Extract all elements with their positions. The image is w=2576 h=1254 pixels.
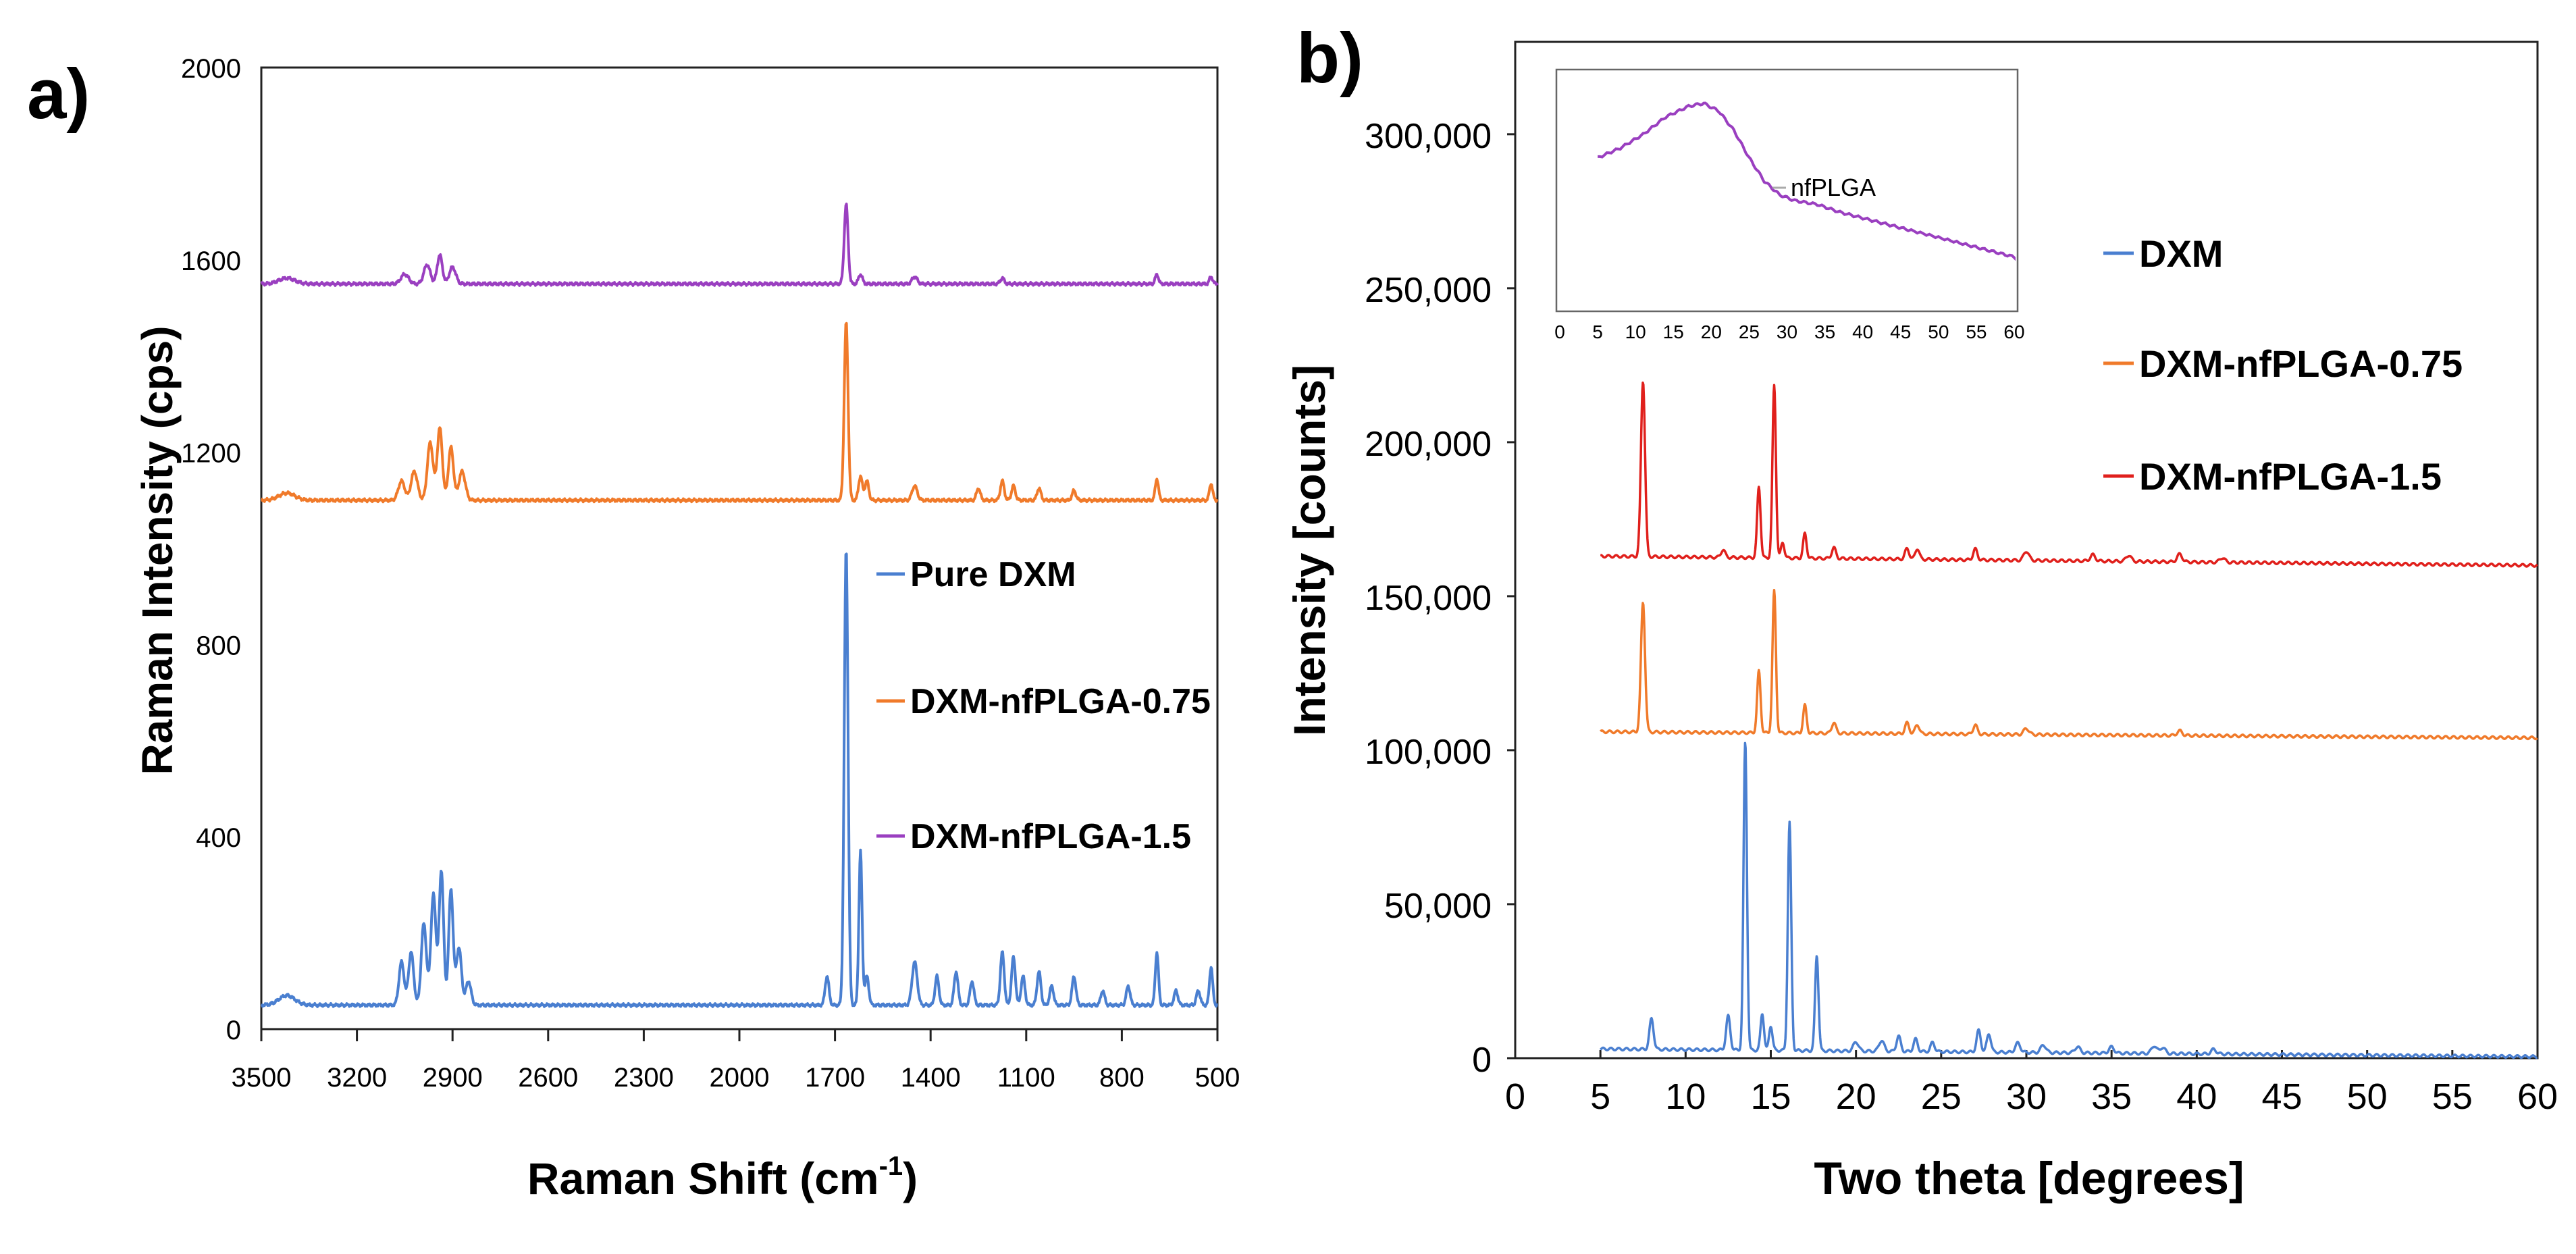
legend-a-label-1: DXM-nfPLGA-0.75 [910, 682, 1211, 721]
chart-b-xtick-1: 5 [1590, 1076, 1610, 1117]
inset-xtick-10: 50 [1928, 321, 1949, 342]
chart-b-ylabel: Intensity [counts] [1284, 365, 1334, 736]
chart-a-xtick-1: 3200 [327, 1063, 387, 1093]
chart-a-xtick-2: 2900 [423, 1063, 483, 1093]
inset-xtick-0: 0 [1554, 321, 1565, 342]
chart-b-ytick-3: 150,000 [1365, 579, 1492, 618]
chart-b-xtick-11: 55 [2432, 1076, 2473, 1117]
chart-b-ytick-6: 300,000 [1365, 117, 1492, 156]
chart-a-series-1 [260, 321, 1219, 504]
inset-xtick-6: 30 [1777, 321, 1797, 342]
inset-frame [1555, 68, 2019, 313]
inset-xtick-9: 45 [1890, 321, 1911, 342]
chart-b-xtick-9: 45 [2261, 1076, 2302, 1117]
chart-b-xlabel: Two theta [degrees] [1814, 1153, 2244, 1204]
legend-a-label-2: DXM-nfPLGA-1.5 [910, 817, 1191, 856]
chart-a-xtick-10: 500 [1195, 1063, 1240, 1093]
chart-a-ytick-5: 2000 [181, 54, 241, 84]
chart-b-ytick-0: 0 [1472, 1041, 1492, 1080]
chart-a-ylabel: Raman Intensity (cps) [133, 325, 182, 775]
chart-b-xtick-12: 60 [2517, 1076, 2558, 1117]
chart-b-xtick-8: 40 [2176, 1076, 2217, 1117]
inset-xtick-1: 5 [1592, 321, 1603, 342]
chart-a-ytick-4: 1600 [181, 246, 241, 276]
chart-a-series-0 [260, 552, 1219, 1008]
inset-xtick-11: 55 [1966, 321, 1987, 342]
inset-xtick-7: 35 [1814, 321, 1835, 342]
chart-b-legend: DXM DXM-nfPLGA-0.75 DXM-nfPLGA-1.5 [2103, 232, 2463, 498]
chart-b-ytick-1: 50,000 [1384, 887, 1492, 926]
legend-b-label-2: DXM-nfPLGA-1.5 [2139, 455, 2442, 498]
panel-b-label: b) [1296, 19, 1363, 98]
chart-a-legend: Pure DXM DXM-nfPLGA-0.75 DXM-nfPLGA-1.5 [876, 555, 1211, 856]
inset-legend-label: nfPLGA [1791, 174, 1876, 201]
chart-a-ytick-0: 0 [226, 1016, 241, 1045]
chart-a-xtick-3: 2600 [518, 1063, 578, 1093]
chart-a-xtick-7: 1400 [901, 1063, 961, 1093]
chart-b-series-1 [1600, 589, 2538, 741]
chart-b-xtick-3: 15 [1750, 1076, 1791, 1117]
legend-a-label-0: Pure DXM [910, 555, 1076, 594]
chart-a-xlabel-main: Raman Shift (cm [527, 1153, 879, 1203]
inset-xtick-12: 60 [2003, 321, 2024, 342]
inset-xtick-8: 40 [1852, 321, 1873, 342]
chart-b-ytick-5: 250,000 [1365, 271, 1492, 310]
chart-b-xtick-0: 0 [1505, 1076, 1525, 1117]
chart-a-xlabel-sup: -1 [879, 1151, 903, 1181]
chart-b-series-2 [1600, 381, 2538, 568]
panel-a-label: a) [27, 55, 90, 134]
chart-a-xlabel-close: ) [903, 1153, 918, 1203]
chart-a-xtick-6: 1700 [805, 1063, 865, 1093]
inset-xtick-3: 15 [1663, 321, 1684, 342]
chart-b-series-0 [1599, 741, 2538, 1060]
chart-a-series-2 [260, 203, 1219, 287]
chart-a-ytick-3: 1200 [181, 439, 241, 469]
chart-a-ytick-1: 400 [196, 823, 241, 853]
inset-xtick-2: 10 [1625, 321, 1646, 342]
chart-a-xtick-4: 2300 [614, 1063, 674, 1093]
chart-b-ytick-2: 100,000 [1365, 733, 1492, 772]
chart-b-xtick-7: 35 [2091, 1076, 2132, 1117]
chart-b-xtick-2: 10 [1665, 1076, 1706, 1117]
chart-a-xlabel: Raman Shift (cm-1) [527, 1151, 918, 1203]
legend-b-label-0: DXM [2139, 232, 2223, 275]
chart-a-frame [260, 66, 1219, 1030]
chart-a-xtick-8: 1100 [997, 1063, 1055, 1093]
chart-b-xtick-4: 20 [1836, 1076, 1876, 1117]
inset-xtick-5: 25 [1739, 321, 1760, 342]
legend-b-label-1: DXM-nfPLGA-0.75 [2139, 342, 2463, 385]
chart-b-ytick-4: 200,000 [1365, 425, 1492, 464]
inset-series [1598, 101, 2016, 261]
chart-b-xtick-5: 25 [1921, 1076, 1962, 1117]
chart-a-ytick-2: 800 [196, 631, 241, 660]
chart-a-xtick-5: 2000 [710, 1063, 770, 1093]
inset-xtick-4: 20 [1701, 321, 1722, 342]
chart-a-xtick-0: 3500 [232, 1063, 292, 1093]
chart-b-xtick-10: 50 [2347, 1076, 2388, 1117]
chart-b-xtick-6: 30 [2006, 1076, 2047, 1117]
chart-a-xtick-9: 800 [1099, 1063, 1145, 1093]
